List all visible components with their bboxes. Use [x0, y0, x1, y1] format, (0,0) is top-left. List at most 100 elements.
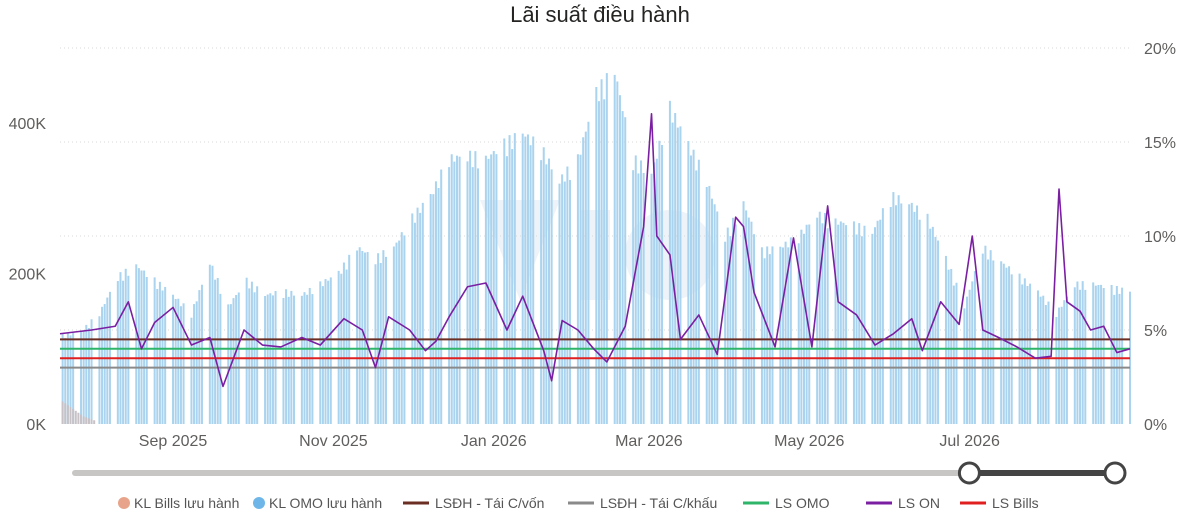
omo-volume-bar [947, 269, 950, 424]
legend-item[interactable]: KL Bills lưu hành [118, 495, 239, 511]
bills-volume-bar [61, 401, 64, 424]
omo-volume-bar [61, 333, 64, 424]
slider-handle-end[interactable] [1103, 461, 1127, 485]
omo-volume-bar [779, 246, 782, 424]
bills-volume-bar [77, 412, 80, 424]
omo-volume-bar [342, 262, 345, 424]
omo-volume-bar [963, 308, 966, 424]
omo-volume-bar [805, 224, 808, 424]
omo-volume-bar [356, 250, 359, 424]
legend-label: KL Bills lưu hành [134, 495, 239, 511]
omo-volume-bar [116, 281, 119, 424]
omo-volume-bar [511, 149, 514, 424]
omo-volume-bar [287, 296, 290, 424]
legend: KL Bills lưu hành KL OMO lưu hành LSĐH - T… [118, 495, 1039, 511]
omo-volume-bar [937, 240, 940, 424]
legend-item[interactable]: LS OMO [743, 495, 830, 511]
legend-item[interactable]: LS ON [866, 495, 940, 511]
omo-volume-bar [503, 138, 506, 424]
omo-volume-bar [264, 296, 267, 424]
omo-volume-bar [513, 133, 516, 424]
omo-volume-bar [971, 281, 974, 424]
bills-volume-bar [64, 403, 67, 424]
legend-label: LSĐH - Tái C/vốn [435, 495, 544, 511]
omo-volume-bar [440, 169, 443, 424]
omo-volume-bar [729, 236, 732, 424]
omo-volume-bar [345, 269, 348, 424]
omo-volume-bar [1029, 283, 1032, 424]
x-tick-label: Jan 2026 [461, 433, 527, 450]
ls-on-line [59, 113, 1131, 388]
omo-volume-bar [579, 154, 582, 424]
omo-volume-bar [1081, 281, 1084, 424]
omo-volume-bar [193, 304, 196, 424]
omo-volume-bar [1121, 287, 1124, 424]
bills-volume-bar [66, 405, 69, 424]
omo-volume-bar [469, 150, 472, 424]
omo-volume-bar [101, 306, 104, 424]
omo-volume-bar [587, 121, 590, 425]
omo-volume-bar [524, 136, 527, 424]
omo-volume-bar [926, 213, 929, 424]
omo-volume-bar [1084, 289, 1087, 424]
omo-volume-bar [563, 181, 566, 424]
omo-volume-bar [734, 224, 737, 424]
y-right-tick-label: 15% [1144, 135, 1176, 152]
omo-volume-bar [532, 136, 535, 424]
omo-volume-bar [803, 233, 806, 424]
omo-volume-bar [434, 181, 437, 424]
omo-volume-bar [916, 205, 919, 424]
omo-volume-bar [1021, 284, 1024, 424]
omo-volume-bar [595, 87, 598, 425]
y-axis-right: 0% 5% 10% 15% 20% [1144, 41, 1176, 434]
slider-handle-start[interactable] [957, 461, 981, 485]
omo-volume-bar [732, 217, 735, 424]
omo-volume-bar [1000, 261, 1003, 424]
omo-volume-bar [1047, 301, 1050, 424]
legend-item[interactable]: LSĐH - Tái C/khấu [568, 495, 717, 511]
omo-volume-bar [172, 294, 175, 424]
omo-volume-bar [789, 237, 792, 424]
omo-volume-bar [292, 295, 295, 424]
omo-volume-bar [153, 277, 156, 424]
omo-volume-bar [248, 288, 251, 424]
omo-volume-bar [379, 262, 382, 424]
omo-volume-bar [931, 226, 934, 424]
omo-volume-bar [632, 170, 635, 424]
omo-volume-bar [600, 79, 603, 425]
x-tick-label: Jul 2026 [939, 433, 1000, 450]
omo-volume-bar [432, 194, 435, 424]
omo-volume-bar [766, 246, 769, 424]
omo-volume-bar [781, 247, 784, 424]
omo-volume-bar [950, 268, 953, 424]
omo-volume-bar [66, 333, 69, 424]
legend-label: LS ON [898, 495, 940, 511]
omo-volume-bar [300, 295, 303, 424]
omo-volume-bar [1092, 282, 1095, 424]
omo-volume-bar [547, 158, 550, 424]
omo-volume-bar [716, 211, 719, 424]
omo-volume-bar [992, 260, 995, 424]
omo-volume-bar [1113, 294, 1116, 424]
omo-volume-bar [800, 229, 803, 424]
omo-volume-bar [403, 235, 406, 424]
omo-volume-bar [306, 294, 309, 424]
omo-volume-bar [319, 281, 322, 424]
omo-volume-bar [658, 140, 661, 424]
omo-volume-bar [984, 245, 987, 424]
date-range-slider[interactable] [72, 461, 1127, 485]
omo-volume-bar [85, 324, 88, 424]
ls-on-series [59, 113, 1131, 388]
omo-volume-bar [661, 145, 664, 425]
omo-volume-bar [1097, 284, 1100, 424]
legend-item[interactable]: LSĐH - Tái C/vốn [403, 495, 544, 511]
omo-volume-bar [540, 160, 543, 424]
omo-volume-bar [1044, 304, 1047, 424]
omo-volume-bar [692, 149, 695, 425]
omo-volume-bar [695, 170, 698, 424]
legend-item[interactable]: KL OMO lưu hành [253, 495, 382, 511]
legend-item[interactable]: LS Bills [960, 495, 1039, 511]
omo-volume-bar [561, 174, 564, 424]
omo-volume-bar [624, 117, 627, 424]
omo-volume-bar [1008, 266, 1011, 424]
